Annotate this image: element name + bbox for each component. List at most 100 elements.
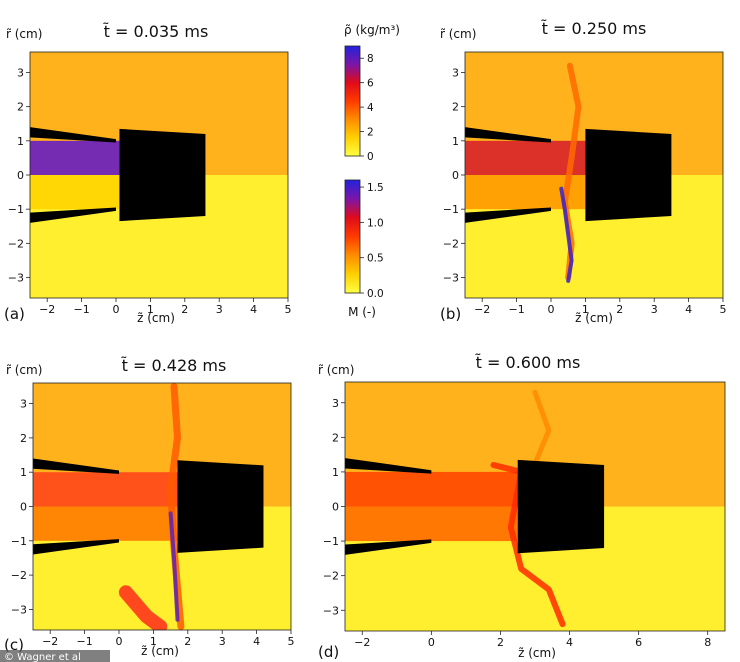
- y-tick-label: −3: [11, 603, 27, 616]
- panel-a-xlabel: z̃ (cm): [137, 311, 175, 325]
- colorbar-tick-label: 1.5: [367, 182, 384, 194]
- x-tick-label: −2: [42, 635, 58, 648]
- y-tick-label: 2: [17, 101, 24, 114]
- colorbar-tick-label: 1.0: [367, 217, 384, 229]
- colorbar-density-label: ρ̃ (kg/m³): [344, 23, 400, 37]
- y-tick-label: 1: [452, 135, 459, 148]
- x-tick-label: 0: [116, 635, 123, 648]
- body: [517, 459, 605, 554]
- colorbar-gradient: [344, 179, 361, 294]
- y-tick-label: 3: [332, 397, 339, 410]
- panel-a-label: (a): [4, 305, 25, 323]
- x-tick-label: 4: [566, 636, 573, 649]
- nozzle-wall-lower: [30, 207, 116, 223]
- nozzle-wall-upper: [33, 458, 119, 474]
- nozzle-wall-lower: [345, 539, 432, 555]
- y-tick-label: −3: [8, 272, 24, 285]
- credit-text: © Wagner et al: [4, 652, 81, 662]
- x-tick-label: 2: [616, 303, 623, 316]
- panel-c-xlabel: z̃ (cm): [141, 644, 179, 658]
- panel-d-ylabel: r̃ (cm): [318, 363, 354, 377]
- x-tick-label: 6: [635, 636, 642, 649]
- body: [177, 460, 264, 553]
- flow-streak: [118, 585, 168, 630]
- x-tick-label: 4: [250, 303, 257, 316]
- y-tick-label: 3: [20, 398, 27, 411]
- y-tick-label: −2: [11, 569, 27, 582]
- x-tick-label: 3: [216, 303, 223, 316]
- panel-d-xlabel: z̃ (cm): [518, 646, 556, 660]
- y-tick-label: 2: [20, 432, 27, 445]
- body: [585, 128, 672, 222]
- panel-b-title: t̃ = 0.250 ms: [541, 19, 646, 38]
- x-tick-label: 5: [285, 303, 292, 316]
- colorbar-tick-label: 0: [367, 151, 374, 163]
- colorbar-tick-label: 8: [367, 53, 374, 65]
- x-tick-label: 4: [685, 303, 692, 316]
- x-tick-label: 2: [497, 636, 504, 649]
- x-tick-label: 3: [219, 635, 226, 648]
- x-tick-label: 3: [651, 303, 658, 316]
- credit-box: © Wagner et al: [0, 650, 110, 662]
- colorbar-tick-label: 2: [367, 127, 374, 139]
- jet-core-density: [33, 472, 178, 507]
- flow-streak: [168, 511, 180, 622]
- x-tick-label: −2: [474, 303, 490, 316]
- panel-c-ylabel: r̃ (cm): [6, 363, 42, 377]
- colorbar-tick-label: 4: [367, 102, 374, 114]
- panel-d: t̃ = 0.600 ms r̃ (cm) z̃ (cm) (d) −2 0 2 4 6…: [318, 353, 726, 661]
- panel-a-ylabel: r̃ (cm): [6, 27, 42, 41]
- jet-core-mach: [345, 506, 518, 542]
- colorbar-tick-label: 0.0: [367, 288, 384, 300]
- jet-core-mach: [33, 506, 178, 541]
- x-tick-label: 1: [582, 303, 589, 316]
- panel-c-title: t̃ = 0.428 ms: [121, 356, 226, 375]
- jet-core-density: [345, 471, 518, 507]
- nozzle-wall-upper: [465, 127, 551, 143]
- panel-2-plot-area: [33, 383, 291, 630]
- panel-a: t̃ = 0.035 ms r̃ (cm) z̃ (cm) (a) −2 −1 0 1…: [4, 22, 292, 325]
- y-tick-label: −1: [8, 203, 24, 216]
- colorbar-mach-label: M (-): [348, 305, 376, 319]
- y-tick-label: −1: [443, 203, 459, 216]
- x-tick-label: −2: [354, 636, 370, 649]
- x-tick-label: 0: [548, 303, 555, 316]
- y-tick-label: 3: [17, 67, 24, 80]
- x-tick-label: 0: [113, 303, 120, 316]
- y-tick-label: 0: [20, 501, 27, 514]
- y-tick-label: 3: [452, 67, 459, 80]
- y-tick-label: 1: [20, 466, 27, 479]
- panel-0-plot-area: [30, 52, 288, 298]
- x-tick-label: 8: [704, 636, 711, 649]
- jet-core-density: [30, 140, 120, 175]
- flow-streak: [529, 389, 552, 475]
- y-tick-label: 0: [452, 169, 459, 182]
- y-tick-label: −1: [11, 535, 27, 548]
- y-tick-label: −2: [8, 237, 24, 250]
- panel-a-title: t̃ = 0.035 ms: [103, 22, 208, 41]
- colorbar-density: ρ̃ (kg/m³) 8 6 4 2 0: [344, 23, 400, 163]
- flow-streak: [490, 462, 566, 628]
- nozzle-wall-upper: [345, 458, 432, 474]
- x-tick-label: 5: [288, 635, 295, 648]
- y-tick-label: −3: [443, 272, 459, 285]
- x-tick-label: 1: [147, 303, 154, 316]
- y-tick-label: −2: [443, 237, 459, 250]
- jet-core-mach: [30, 175, 120, 210]
- y-tick-label: 1: [332, 466, 339, 479]
- y-tick-label: 2: [332, 431, 339, 444]
- panel-3-plot-area: [345, 382, 725, 631]
- y-tick-label: 0: [332, 501, 339, 514]
- jet-core-density: [465, 140, 586, 175]
- panel-b: t̃ = 0.250 ms r̃ (cm) z̃ (cm) (b) −2 −1 0 1…: [440, 19, 727, 325]
- y-tick-label: −2: [323, 570, 339, 583]
- body: [119, 128, 206, 222]
- y-tick-label: 2: [452, 101, 459, 114]
- panel-c: t̃ = 0.428 ms r̃ (cm) z̃ (cm) (c) −2 −1 0 1…: [4, 356, 295, 658]
- panel-d-title: t̃ = 0.600 ms: [475, 353, 580, 372]
- colorbar-gradient: [344, 45, 361, 157]
- x-tick-label: 1: [150, 635, 157, 648]
- nozzle-wall-lower: [465, 207, 551, 223]
- colorbar-mach: M (-) 1.5 1.0 0.5 0.0: [344, 179, 384, 319]
- nozzle-wall-lower: [33, 539, 119, 555]
